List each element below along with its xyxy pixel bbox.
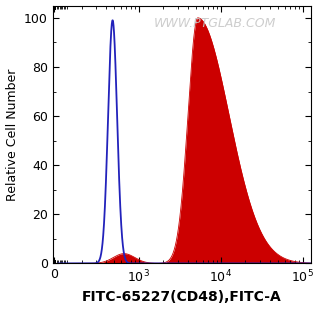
X-axis label: FITC-65227(CD48),FITC-A: FITC-65227(CD48),FITC-A	[82, 290, 282, 304]
Y-axis label: Relative Cell Number: Relative Cell Number	[5, 68, 19, 201]
Text: WWW.PTGLAB.COM: WWW.PTGLAB.COM	[154, 17, 276, 30]
